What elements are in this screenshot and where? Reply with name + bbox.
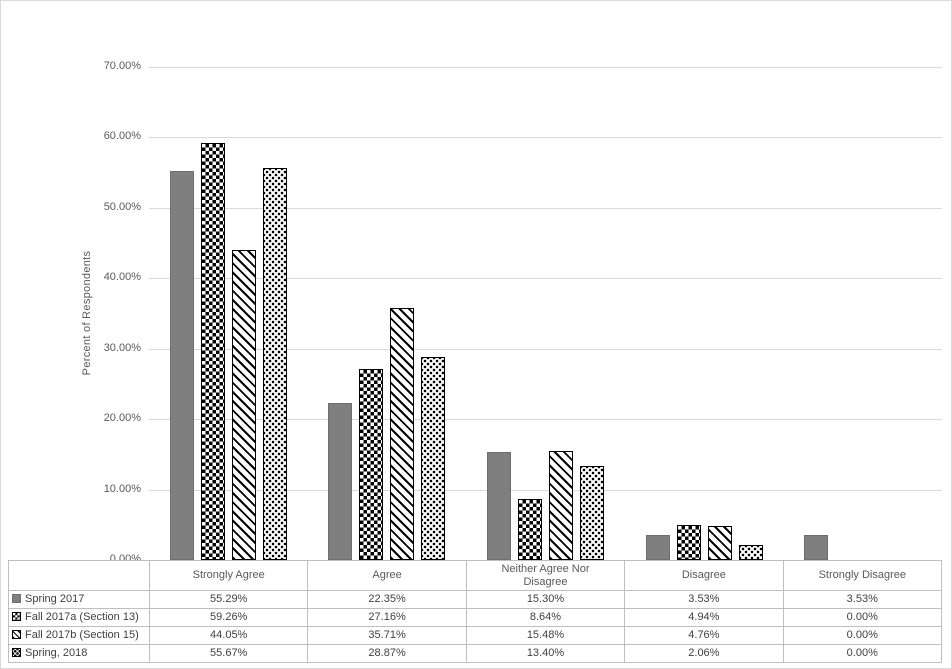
y-axis-tick-label: 10.00% (103, 483, 141, 495)
bar (707, 526, 732, 560)
bar (738, 545, 763, 560)
series-name: Fall 2017b (Section 15) (25, 629, 139, 641)
table-value-cell: 8.64% (465, 608, 626, 627)
table-value-cell: 13.40% (465, 644, 626, 663)
table-value-cell: 44.05% (148, 626, 309, 645)
table-row: Spring, 2018 55.67% 28.87% 13.40% 2.06% 0.00% (8, 644, 943, 663)
bar (359, 369, 384, 560)
table-value-cell: 55.67% (148, 644, 309, 663)
y-axis-tick-label: 50.00% (103, 201, 141, 213)
category-header: Neither Agree Nor Disagree (465, 560, 626, 591)
table-value-cell: 35.71% (307, 626, 467, 645)
table-row: Fall 2017b (Section 15) 44.05% 35.71% 15.48… (8, 626, 943, 645)
gridline (149, 349, 942, 350)
bar (169, 171, 194, 560)
table-value-cell: 27.16% (307, 608, 467, 627)
legend-key-icon (12, 593, 21, 603)
legend-key-icon (12, 647, 21, 657)
table-row: Spring 2017 55.29% 22.35% 15.30% 3.53% 3.53% (8, 590, 943, 609)
table-row: Fall 2017a (Section 13) 59.26% 27.16% 8.64%… (8, 608, 943, 627)
bar (517, 499, 542, 560)
data-table: Strongly Agree Agree Neither Agree Nor Dis… (8, 560, 943, 663)
table-value-cell: 2.06% (624, 644, 784, 663)
series-label-cell: Fall 2017a (Section 13) (8, 608, 150, 627)
table-value-cell: 4.76% (624, 626, 784, 645)
bar-group (308, 67, 467, 560)
table-corner-cell (8, 560, 150, 591)
category-header: Strongly Agree (148, 560, 309, 591)
table-value-cell: 22.35% (307, 590, 467, 609)
bar-group (466, 67, 625, 560)
bar (231, 250, 256, 560)
series-name: Fall 2017a (Section 13) (25, 611, 139, 623)
bar (486, 452, 511, 560)
bar (804, 535, 829, 560)
gridline (149, 67, 942, 68)
gridline (149, 419, 942, 420)
bar (200, 143, 225, 560)
plot-area (149, 67, 942, 561)
bar-group (783, 67, 942, 560)
bar (548, 451, 573, 560)
table-value-cell: 59.26% (148, 608, 309, 627)
table-value-cell: 15.48% (465, 626, 626, 645)
table-value-cell: 0.00% (782, 608, 943, 627)
y-axis-tick-label: 60.00% (103, 130, 141, 142)
bar (262, 168, 287, 560)
series-label-cell: Spring, 2018 (8, 644, 150, 663)
gridline (149, 278, 942, 279)
y-axis-tick-label: 30.00% (103, 342, 141, 354)
series-label-cell: Spring 2017 (8, 590, 150, 609)
legend-key-icon (12, 611, 21, 621)
bar (390, 308, 415, 560)
category-header: Disagree (624, 560, 784, 591)
y-axis-tick-label: 20.00% (103, 412, 141, 424)
bar (579, 466, 604, 560)
y-axis-tick-label: 40.00% (103, 271, 141, 283)
legend-key-icon (12, 629, 21, 639)
table-value-cell: 28.87% (307, 644, 467, 663)
table-value-cell: 3.53% (624, 590, 784, 609)
bar-group (625, 67, 784, 560)
series-label-cell: Fall 2017b (Section 15) (8, 626, 150, 645)
table-value-cell: 15.30% (465, 590, 626, 609)
category-header-row: Strongly Agree Agree Neither Agree Nor Dis… (8, 560, 943, 591)
bar (676, 525, 701, 560)
gridline (149, 490, 942, 491)
y-axis-title: Percent of Respondents (81, 250, 93, 376)
table-value-cell: 0.00% (782, 626, 943, 645)
table-value-cell: 0.00% (782, 644, 943, 663)
series-name: Spring, 2018 (25, 647, 88, 659)
category-header: Agree (307, 560, 467, 591)
gridline (149, 137, 942, 138)
series-name: Spring 2017 (25, 593, 85, 605)
table-value-cell: 3.53% (782, 590, 943, 609)
gridline (149, 208, 942, 209)
bar (328, 403, 353, 560)
bar (645, 535, 670, 560)
bars-layer (149, 67, 942, 560)
y-axis-tick-label: 70.00% (103, 60, 141, 72)
table-value-cell: 4.94% (624, 608, 784, 627)
bar (421, 357, 446, 560)
category-header: Strongly Disagree (782, 560, 943, 591)
bar-group (149, 67, 308, 560)
table-value-cell: 55.29% (148, 590, 309, 609)
